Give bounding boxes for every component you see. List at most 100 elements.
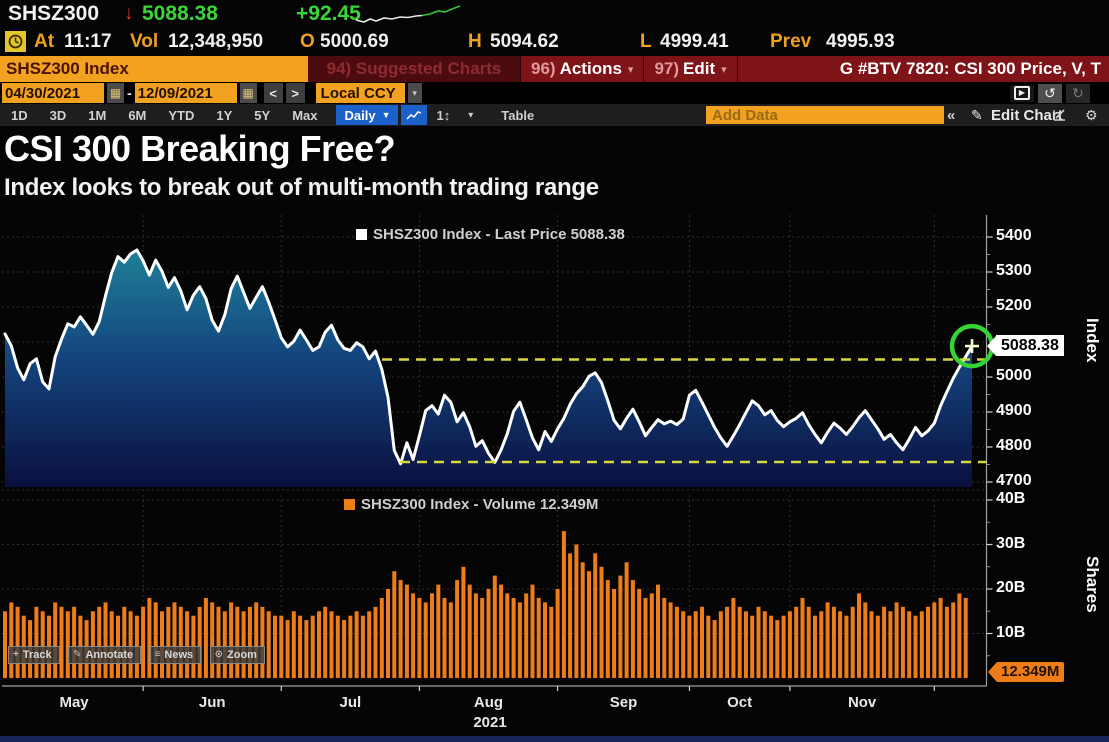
add-data-input[interactable] [706,106,944,124]
prev-label: Prev [770,31,812,52]
annotate-chart-icon[interactable] [1052,108,1067,127]
next-period-button[interactable]: > [285,83,305,103]
sort-button[interactable]: 1↕ [436,107,451,123]
last-volume-tag: 12.349M [996,662,1065,682]
news-button[interactable]: ≡ News [149,645,202,664]
prev-value: 4995.93 [826,31,895,52]
year-label: 2021 [473,714,507,731]
period-dropdown[interactable]: Daily ▼ [336,105,399,125]
price-tick-5200: 5200 [996,297,1032,314]
start-calendar-icon[interactable]: ▦ [107,83,124,103]
chart-toolbar: 1D 3D 1M 6M YTD 1Y 5Y Max Daily ▼ 1↕ ▾ T… [0,104,1109,126]
price-legend-text: SHSZ300 Index - Last Price 5088.38 [373,226,625,243]
suggested-charts-menu[interactable]: 94) Suggested Charts [308,56,521,82]
open-label: O [300,31,315,52]
end-date-field[interactable] [134,83,237,103]
period-label: Daily [344,107,376,123]
date-dash: - [127,85,132,101]
month-label-may: May [59,694,89,711]
price-tick-5000: 5000 [996,367,1032,384]
annotate-button[interactable]: ✎ Annotate [68,645,142,664]
quote-row-2: At 11:17 Vol 12,348,950 O 5000.69 H 5094… [0,28,1109,56]
tab-range-ytd[interactable]: YTD [168,107,195,123]
currency-caret-icon[interactable]: ▾ [407,83,422,103]
annotate-label: Annotate [85,648,134,661]
month-label-jul: Jul [339,694,362,711]
ticker-symbol: SHSZ300 [8,2,100,25]
price-legend-swatch [356,229,367,240]
tab-range-1y[interactable]: 1Y [216,107,233,123]
news-icon: ≡ [154,649,161,660]
vol-label: Vol [130,31,159,52]
high-label: H [468,31,482,52]
at-label: At [34,31,55,52]
price-change: +92.45 [296,2,361,25]
price-tick-4700: 4700 [996,472,1032,489]
redo-button[interactable]: ↻ [1066,83,1090,103]
prev-period-button[interactable]: < [263,83,283,103]
undo-button[interactable]: ↺ [1038,83,1062,103]
track-button[interactable]: + Track [8,645,60,664]
more-options-caret[interactable]: ▾ [468,109,474,121]
track-label: Track [22,648,52,661]
volume-tick-30B: 30B [996,534,1026,552]
track-icon: + [13,649,19,660]
price-tick-5400: 5400 [996,227,1032,244]
zoom-button[interactable]: ⊙ Zoom [209,645,265,664]
low-label: L [640,31,652,52]
tab-range-3d[interactable]: 3D [49,107,67,123]
edit-menu[interactable]: 97) Edit ▾ [644,56,738,82]
open-value: 5000.69 [320,31,389,52]
month-label-jun: Jun [198,694,226,711]
menu-bar: 94) Suggested Charts 96) Actions ▾ 97) E… [0,56,1109,82]
price-tick-4900: 4900 [996,402,1032,419]
tab-range-6m[interactable]: 6M [128,107,147,123]
edit-label: Edit [683,59,716,78]
tab-range-1d[interactable]: 1D [11,107,28,123]
play-button[interactable]: ▶ [1010,84,1034,102]
security-field[interactable] [0,56,308,82]
month-label-nov: Nov [847,694,877,711]
chart-title: CSI 300 Breaking Free? [4,128,396,169]
period-caret-icon: ▼ [381,110,391,120]
price-tick-4800: 4800 [996,437,1032,454]
month-label-sep: Sep [609,694,638,711]
high-value: 5094.62 [490,31,559,52]
tab-range-max[interactable]: Max [292,107,318,123]
last-price-tag: 5088.38 [996,335,1064,356]
table-button[interactable]: Table [501,107,535,123]
price-legend[interactable]: SHSZ300 Index - Last Price 5088.38 [356,226,625,243]
actions-menu[interactable]: 96) Actions ▾ [521,56,645,82]
line-chart-icon [406,111,422,120]
news-label: News [164,648,194,661]
volume-legend-text: SHSZ300 Index - Volume 12.349M [361,496,599,513]
currency-select[interactable]: Local CCY [315,83,405,103]
edit-chart-pencil-icon[interactable]: ✎ [971,106,983,123]
price-volume-chart[interactable] [0,212,1109,737]
chart-type-button[interactable] [401,105,428,125]
month-label-aug: Aug [473,694,504,711]
volume-tick-20B: 20B [996,579,1026,596]
edit-caret-icon: ▾ [721,63,727,76]
play-icon: ▶ [1013,86,1031,100]
month-label-oct: Oct [727,694,753,711]
collapse-panel-button[interactable]: « [947,106,956,124]
chart-subtitle: Index looks to break out of multi-month … [4,174,599,201]
tab-range-1m[interactable]: 1M [88,107,107,123]
down-arrow-icon: ↓ [124,3,134,24]
end-calendar-icon[interactable]: ▦ [239,83,257,103]
price-axis-name: Index [1083,318,1102,363]
volume-tick-40B: 40B [996,490,1026,507]
zoom-icon: ⊙ [214,649,223,660]
actions-caret-icon: ▾ [627,63,634,76]
volume-legend[interactable]: SHSZ300 Index - Volume 12.349M [344,496,598,513]
quote-time: 11:17 [64,31,112,52]
edit-chart-button[interactable]: Edit Chart [991,106,1063,124]
actions-number: 96) [531,59,556,78]
actions-label: Actions [559,59,622,78]
tab-range-5y[interactable]: 5Y [254,107,271,123]
settings-gear-icon[interactable]: ⚙ [1085,106,1098,123]
start-date-field[interactable] [2,83,104,103]
bottom-border [0,736,1109,742]
